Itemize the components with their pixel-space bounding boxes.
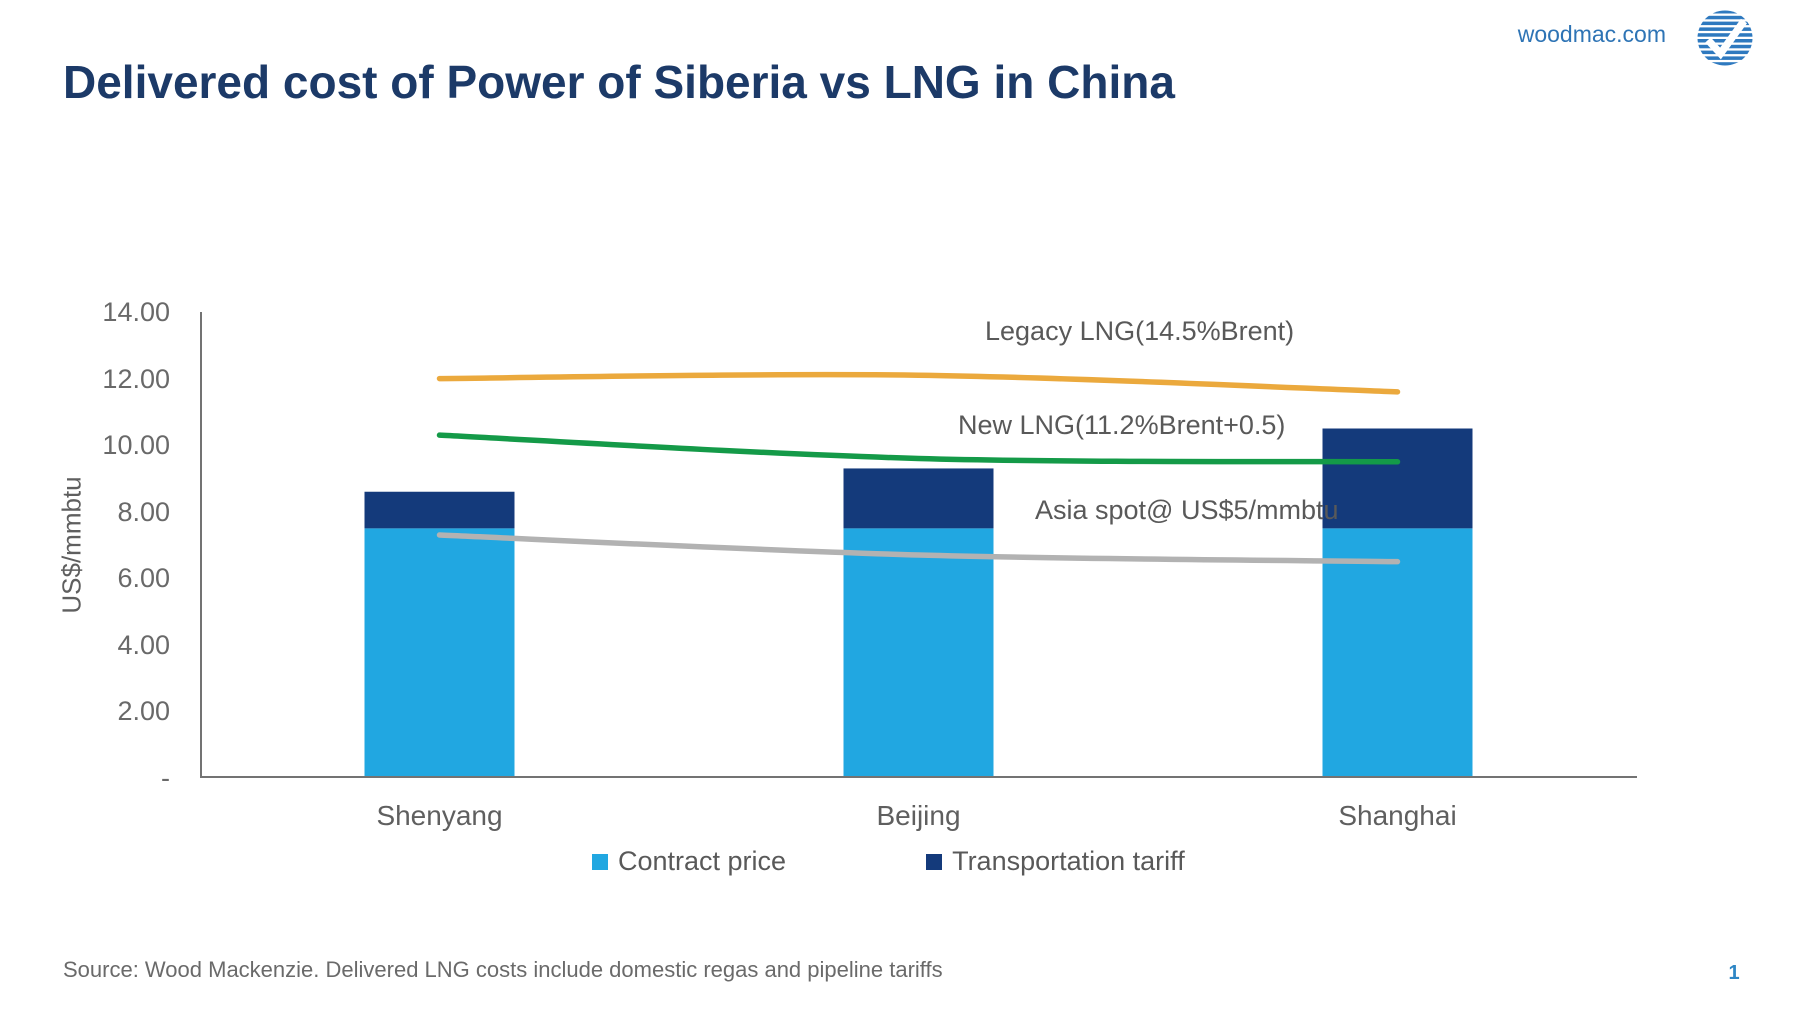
legend-label-transportation-tariff: Transportation tariff <box>952 846 1185 876</box>
y-tick-label: 14.00 <box>102 297 170 327</box>
annotation-new-lng: New LNG(11.2%Brent+0.5) <box>958 410 1286 440</box>
bar-segment-contract-price-shenyang <box>364 528 515 778</box>
source-note: Source: Wood Mackenzie. Delivered LNG co… <box>63 957 943 982</box>
bar-segment-contract-price-shanghai <box>1322 528 1473 778</box>
bar-segment-transportation-tariff-shanghai <box>1322 428 1473 529</box>
y-tick-label: 6.00 <box>117 563 170 594</box>
chart-legend: Contract price Transportation tariff <box>592 846 1185 877</box>
page-number: 1 <box>1728 962 1740 984</box>
chart-plot-area <box>200 312 1637 778</box>
y-tick-label: 2.00 <box>117 696 170 727</box>
page-title: Delivered cost of Power of Siberia vs LN… <box>63 56 1175 108</box>
bar-segment-transportation-tariff-shenyang <box>364 491 515 529</box>
woodmac-logo-icon <box>1697 10 1753 66</box>
y-tick-label: - <box>161 763 170 793</box>
bar-segment-contract-price-beijing <box>843 528 994 778</box>
x-category-label-beijing: Beijing <box>876 800 961 831</box>
line-asia-spot-us-5-mmbtu <box>436 532 1401 565</box>
y-tick-label: 10.00 <box>102 430 170 461</box>
contract-price-swatch-icon <box>592 853 608 870</box>
y-tick-label: 12.00 <box>102 363 170 394</box>
x-category-label-shanghai: Shanghai <box>1338 800 1457 831</box>
bar-segment-transportation-tariff-beijing <box>843 468 994 529</box>
y-tick-label: 4.00 <box>117 629 170 660</box>
line-legacy-lng-14-5-brent- <box>436 371 1401 395</box>
legend-item-contract-price: Contract price <box>592 846 786 877</box>
woodmac-url: woodmac.com <box>1517 21 1666 47</box>
x-category-label-shenyang: Shenyang <box>376 800 503 831</box>
transportation-tariff-swatch-icon <box>926 853 943 870</box>
legend-label-contract-price: Contract price <box>618 846 787 876</box>
annotation-legacy-lng: Legacy LNG(14.5%Brent) <box>985 316 1295 346</box>
legend-item-transportation-tariff: Transportation tariff <box>926 846 1185 877</box>
y-tick-label: 8.00 <box>117 496 170 527</box>
line-new-lng-11-2-brent-0-5- <box>436 432 1401 465</box>
annotation-asia-spot: Asia spot@ US$5/mmbtu <box>1035 495 1339 525</box>
